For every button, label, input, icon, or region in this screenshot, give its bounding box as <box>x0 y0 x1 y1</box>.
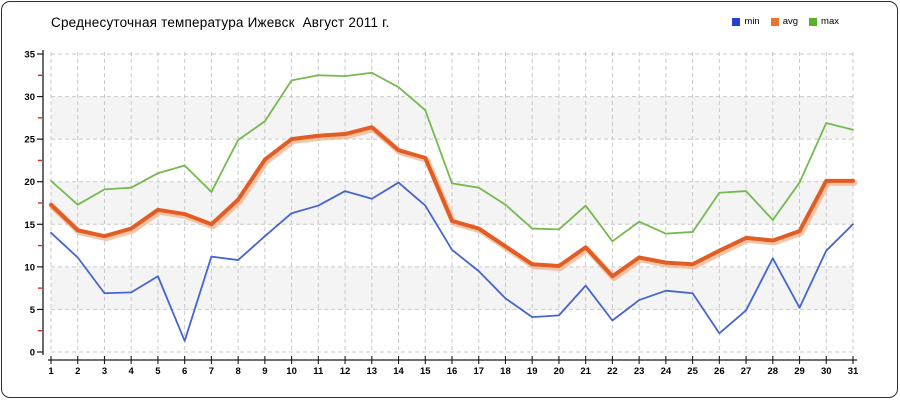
svg-text:13: 13 <box>367 366 378 377</box>
svg-text:5: 5 <box>155 366 161 377</box>
svg-text:15: 15 <box>420 366 431 377</box>
chart-title: Среднесуточная температура Ижевск Август… <box>51 15 390 30</box>
svg-text:21: 21 <box>580 366 591 377</box>
svg-text:27: 27 <box>741 366 752 377</box>
svg-text:30: 30 <box>24 92 35 103</box>
legend-item-max: max <box>809 16 839 27</box>
svg-text:24: 24 <box>661 366 672 377</box>
svg-text:18: 18 <box>500 366 511 377</box>
svg-text:0: 0 <box>30 348 35 359</box>
svg-text:17: 17 <box>473 366 484 377</box>
svg-text:3: 3 <box>102 366 107 377</box>
series-avg-line <box>49 125 855 279</box>
svg-text:6: 6 <box>182 366 187 377</box>
legend-label-min: min <box>744 16 760 27</box>
svg-text:1: 1 <box>48 366 54 377</box>
svg-text:29: 29 <box>794 366 805 377</box>
svg-text:14: 14 <box>393 366 404 377</box>
svg-text:11: 11 <box>313 366 324 377</box>
svg-text:25: 25 <box>24 135 35 146</box>
avg-series-swatch-icon <box>770 17 779 26</box>
svg-text:30: 30 <box>821 366 832 377</box>
svg-text:8: 8 <box>235 366 240 377</box>
svg-text:23: 23 <box>634 366 645 377</box>
svg-text:4: 4 <box>129 366 135 377</box>
legend-item-min: min <box>732 16 760 27</box>
svg-text:7: 7 <box>209 366 214 377</box>
svg-text:25: 25 <box>687 366 698 377</box>
svg-text:19: 19 <box>527 366 538 377</box>
legend: min avg max <box>732 16 839 27</box>
svg-text:26: 26 <box>714 366 725 377</box>
svg-text:2: 2 <box>75 366 80 377</box>
series-max-line <box>50 71 854 243</box>
max-series-swatch-icon <box>809 17 818 26</box>
svg-text:10: 10 <box>286 366 297 377</box>
svg-text:12: 12 <box>340 366 351 377</box>
svg-text:15: 15 <box>24 220 35 231</box>
svg-text:28: 28 <box>768 366 779 377</box>
x-axis: 1 2 3 4 5 6 7 8 9 10 11 12 13 14 15 16 17 18 19 20 21 22 23 24 2… <box>48 356 859 377</box>
svg-text:20: 20 <box>24 177 35 188</box>
series-min-line <box>50 181 854 342</box>
legend-label-max: max <box>821 16 839 27</box>
svg-text:9: 9 <box>262 366 267 377</box>
svg-text:35: 35 <box>24 50 35 61</box>
y-axis: 0 5 10 15 20 25 30 35 <box>24 50 44 359</box>
svg-text:5: 5 <box>30 305 36 316</box>
svg-text:10: 10 <box>24 262 35 273</box>
svg-text:31: 31 <box>848 366 859 377</box>
svg-text:16: 16 <box>447 366 458 377</box>
legend-label-avg: avg <box>782 16 799 27</box>
svg-text:22: 22 <box>607 366 618 377</box>
min-series-swatch-icon <box>732 17 741 26</box>
svg-text:20: 20 <box>554 366 565 377</box>
legend-item-avg: avg <box>770 16 799 27</box>
